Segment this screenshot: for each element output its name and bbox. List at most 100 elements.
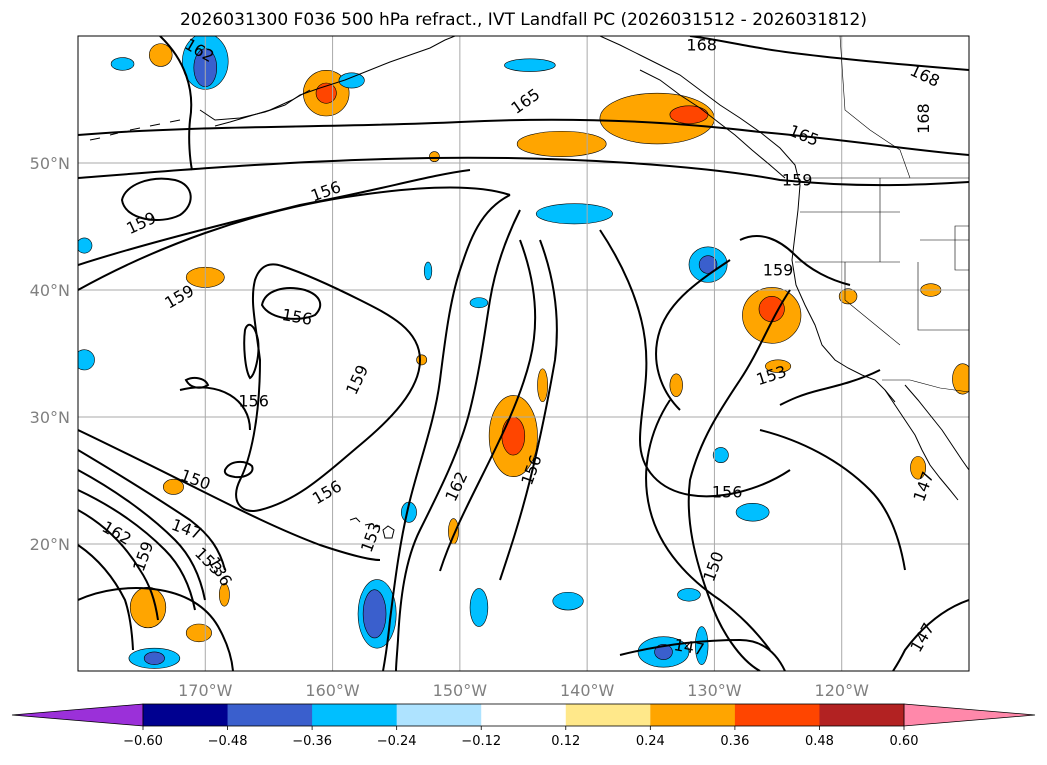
colorbar-swatch xyxy=(734,704,820,726)
contour-159-trough xyxy=(395,209,521,671)
ivt-shade-33 xyxy=(952,363,969,395)
ivt-shade-28 xyxy=(735,503,770,522)
contour-168 xyxy=(689,36,969,71)
colorbar-swatch xyxy=(396,704,482,726)
contour-label: 156 xyxy=(238,391,269,410)
contour-162-trough xyxy=(439,239,537,572)
lon-tick-label: 120°W xyxy=(815,681,870,700)
contour-153-coast xyxy=(779,369,881,406)
contour-label: 168 xyxy=(914,103,933,134)
lon-tick-label: 150°W xyxy=(433,681,488,700)
contour-147-west xyxy=(78,449,226,571)
ivt-shade-25 xyxy=(143,651,165,665)
contour-156-west xyxy=(235,263,422,512)
refractivity-contours xyxy=(78,36,969,671)
contour-label: 159 xyxy=(782,170,813,189)
contour-147-mid xyxy=(759,429,906,571)
contour-156-central xyxy=(599,229,791,498)
colorbar-tick-label: −0.48 xyxy=(208,734,248,749)
alaska-peninsula xyxy=(214,89,311,127)
ivt-shade-19 xyxy=(362,589,387,639)
contour-153-west xyxy=(78,469,206,601)
lon-tick-label: 130°W xyxy=(687,681,742,700)
longitude-axis: 170°W 160°W 150°W 140°W 130°W 120°W xyxy=(178,681,869,700)
ivt-shade-5 xyxy=(516,130,607,157)
interior-boundary-c xyxy=(954,225,969,271)
colorbar-tick-label: −0.24 xyxy=(377,734,417,749)
contour-156-southwest-loop xyxy=(223,460,254,479)
ivt-shade-16 xyxy=(537,368,548,403)
colorbar-tick-label: 0.36 xyxy=(720,734,749,749)
lat-tick-label: 50°N xyxy=(30,154,70,173)
contour-west-closed xyxy=(243,323,260,380)
ivt-shade-48 xyxy=(218,583,230,607)
colorbar-frame xyxy=(142,703,905,727)
ivt-shade-38 xyxy=(469,297,489,309)
hawaii-islands xyxy=(349,517,381,528)
contour-159-mid xyxy=(78,169,471,266)
ivt-shade-36 xyxy=(78,237,93,254)
map-title: 2026031300 F036 500 hPa refract., IVT La… xyxy=(179,10,867,30)
ivt-shade-42 xyxy=(669,373,683,397)
ivt-shade-11 xyxy=(698,255,718,274)
ivt-shade-37 xyxy=(162,478,184,495)
contour-147-south xyxy=(619,638,786,671)
colorbar-tick-label: 0.12 xyxy=(551,734,580,749)
baja-california xyxy=(884,389,959,501)
ivt-shade-41 xyxy=(416,354,428,366)
colorbar-tick-label: 0.60 xyxy=(890,734,919,749)
colorbar-tick-label: 0.48 xyxy=(805,734,834,749)
colorbar-swatch xyxy=(143,704,229,726)
colorbar-tick-label: −0.12 xyxy=(461,734,501,749)
map-panel[interactable]: 162 1681681681651651591561591591561591561… xyxy=(74,33,973,672)
latitude-axis: 50°N 40°N 30°N 20°N xyxy=(30,154,70,554)
ivt-shade-31 xyxy=(695,626,709,665)
contour-156-trough-east xyxy=(499,239,558,581)
colorbar-swatch xyxy=(650,704,736,726)
contour-153 xyxy=(687,289,791,671)
southeast-alaska-coast xyxy=(599,36,801,186)
ivt-shade-23 xyxy=(654,644,673,660)
colorbar-tick-label: 0.24 xyxy=(636,734,665,749)
contour-156-west-loop xyxy=(260,287,322,320)
nevada-border xyxy=(844,262,901,346)
colorbar-swatch xyxy=(565,704,651,726)
ivt-shade-39 xyxy=(423,261,433,281)
lat-tick-label: 20°N xyxy=(30,535,70,554)
contour-159-southwest xyxy=(78,587,234,671)
ivt-shade-35 xyxy=(78,349,95,371)
coastlines xyxy=(89,36,969,539)
ivt-shading-layer xyxy=(78,36,969,669)
us-mexico-border xyxy=(882,379,969,393)
ivt-shade-44 xyxy=(148,43,173,67)
ivt-shade-26 xyxy=(129,586,167,629)
contour-150 xyxy=(645,399,771,651)
contour-136-west xyxy=(78,489,196,611)
colorbar-swatch xyxy=(819,704,905,726)
contour-156-small-loop xyxy=(184,376,210,389)
contour-label: 168 xyxy=(686,36,717,55)
lon-tick-label: 140°W xyxy=(560,681,615,700)
graticule xyxy=(78,36,969,671)
ivt-shade-8 xyxy=(535,203,613,225)
ivt-shade-20 xyxy=(469,588,489,627)
contour-159-west-loop xyxy=(120,177,192,221)
alaska-coast xyxy=(199,36,456,121)
contour-label: 156 xyxy=(712,483,743,502)
ivt-shade-4 xyxy=(504,58,556,72)
ivt-shade-7 xyxy=(669,105,709,124)
contour-label: 159 xyxy=(763,260,794,279)
lon-tick-label: 160°W xyxy=(305,681,360,700)
contour-159-west xyxy=(78,544,134,651)
hawaii-big-island xyxy=(382,525,395,539)
british-columbia-islands xyxy=(639,69,786,179)
ivt-shade-15 xyxy=(501,416,526,456)
aleutian-islands xyxy=(89,119,181,141)
contour-150-west xyxy=(78,429,381,561)
contour-159-north xyxy=(78,156,969,187)
political-boundaries xyxy=(795,36,969,393)
ivt-shade-27 xyxy=(185,623,212,643)
contour-162-west xyxy=(78,509,159,621)
map-frame xyxy=(77,35,970,672)
ivt-shade-17 xyxy=(765,359,792,373)
